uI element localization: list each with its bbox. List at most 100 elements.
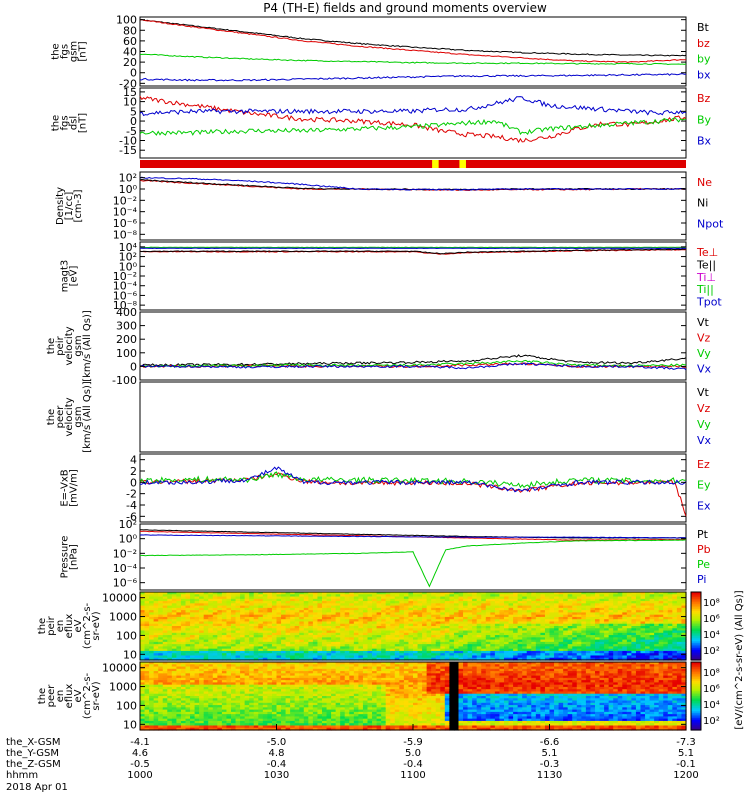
legend-entry: Bt [697, 21, 710, 34]
y-tick-label: 100 [116, 347, 137, 360]
x-tick-label: 1130 [537, 770, 562, 781]
legend-entry: Ne [697, 176, 712, 189]
colorbar-tick-label: 10⁸ [703, 598, 720, 609]
colorbar-tick-label: 10⁴ [703, 700, 720, 711]
y-tick-label: 10⁻⁶ [113, 217, 138, 230]
y-tick-label: 20 [123, 56, 137, 69]
x-tick-label: 1030 [264, 770, 289, 781]
y-axis-label: eflux [64, 614, 75, 639]
y-axis-label: Density [55, 187, 66, 225]
series-line-peir-vel-Vt [139, 354, 687, 367]
y-tick-label: 10⁻⁴ [113, 280, 138, 293]
series-line-fgs-gsm-Bt [139, 18, 687, 57]
spectrogram-peir-spec [140, 592, 687, 661]
y-tick-label: 10 [123, 648, 137, 661]
y-axis-label: the [46, 338, 57, 354]
y-axis-label: [eV] [69, 266, 80, 287]
x-tick-label: -0.5 [130, 759, 150, 770]
quality-flag-bar [140, 160, 686, 168]
colorbar-tick-label: 10⁶ [703, 614, 720, 625]
y-axis-label: peir [46, 615, 57, 635]
x-tick-label: 5.1 [542, 748, 558, 759]
y-axis-label: dsl [69, 116, 80, 130]
y-tick-label: 60 [123, 35, 137, 48]
legend-entry: Pe [697, 558, 710, 571]
y-axis-label: fgs [60, 44, 71, 59]
y-tick-label: 100 [116, 14, 137, 27]
y-tick-label: 15 [123, 86, 137, 99]
y-tick-label: 10⁻² [113, 194, 137, 207]
y-tick-label: 10⁻² [113, 547, 137, 560]
x-tick-label: 1000 [127, 770, 152, 781]
y-tick-label: 0 [130, 67, 137, 80]
y-tick-label: 2 [130, 465, 137, 478]
y-tick-label: -100 [112, 374, 137, 387]
legend-entry: Ti|| [696, 283, 714, 296]
y-tick-label: 200 [116, 333, 137, 346]
panel-frame [139, 241, 687, 311]
legend-entry: Pt [697, 528, 709, 541]
y-axis-label: magt3 [60, 260, 71, 293]
y-tick-label: -2 [126, 488, 137, 501]
y-axis-label: [cm-3] [73, 189, 84, 222]
y-axis-label: gsm [69, 41, 80, 62]
colorbar-frame [690, 661, 702, 731]
panel-frame [139, 381, 687, 453]
legend-entry: Pb [697, 543, 711, 556]
y-axis-label: eflux [64, 684, 75, 709]
y-tick-label: -10 [119, 135, 137, 148]
y-tick-label: -15 [119, 144, 137, 157]
series-line-temp-Te|| [139, 248, 687, 255]
y-tick-label: 0 [130, 115, 137, 128]
legend-entry: Ni [697, 197, 708, 210]
date-label: 2018 Apr 01 [6, 782, 68, 793]
y-axis-label: peir [55, 335, 66, 355]
y-axis-label: [nPa] [69, 544, 80, 570]
series-line-fgs-gsm-by [139, 53, 687, 66]
legend-entry: Ti⊥ [696, 271, 716, 284]
y-axis-label: sr-eV) [91, 681, 102, 710]
series-line-density-Npot [139, 176, 687, 191]
legend-entry: Ex [697, 499, 711, 512]
y-tick-label: 10 [123, 96, 137, 109]
y-tick-label: 10⁰ [119, 260, 138, 273]
y-tick-label: 0 [130, 360, 137, 373]
legend-entry: Te⊥ [696, 246, 718, 259]
legend-entry: Bx [697, 135, 712, 148]
legend-entry: Te|| [696, 258, 716, 271]
y-axis-label: gsm [73, 335, 84, 356]
x-tick-label: 5.1 [678, 748, 694, 759]
y-tick-label: 10⁻⁶ [113, 289, 138, 302]
legend-entry: Ez [697, 458, 710, 471]
series-line-pressure-Pe [140, 539, 687, 588]
y-tick-label: 10⁻⁴ [113, 562, 138, 575]
y-axis-label: the [51, 115, 62, 131]
panel-peer-spec: 10000 1000 100 10 thepeerenefluxeV(cm^2-s-sr… [37, 661, 687, 731]
series-line-fgs-gsm-bz [139, 19, 686, 64]
x-tick-label: -5.9 [403, 737, 423, 748]
legend-entry: bx [697, 68, 711, 81]
y-tick-label: 10⁻⁸ [113, 228, 138, 241]
y-tick-label: 10² [119, 518, 137, 531]
legend-entry: Vx [697, 363, 712, 376]
x-tick-label: -0.4 [267, 759, 287, 770]
x-tick-label: -5.0 [267, 737, 287, 748]
y-tick-label: 1000 [109, 611, 137, 624]
colorbar-label: [eV/(cm^2-s-sr-eV) (All Qs)] [734, 590, 745, 729]
y-tick-label: 10000 [102, 592, 137, 605]
y-tick-label: 0 [130, 476, 137, 489]
spectrogram-peer-spec [140, 662, 687, 731]
y-axis-label: fgs [60, 115, 71, 130]
colorbars-group: 10⁸ 10⁶ 10⁴ 10² 10⁸ 10⁶ 10⁴ 10² [eV/(cm^2-s-sr-e… [690, 590, 745, 731]
legend-entry: bz [697, 37, 710, 50]
y-tick-label: -5 [126, 125, 137, 138]
y-axis-label: peer [55, 405, 66, 429]
y-tick-label: 10⁻⁴ [113, 206, 138, 219]
y-axis-label: sr-eV) [91, 611, 102, 640]
